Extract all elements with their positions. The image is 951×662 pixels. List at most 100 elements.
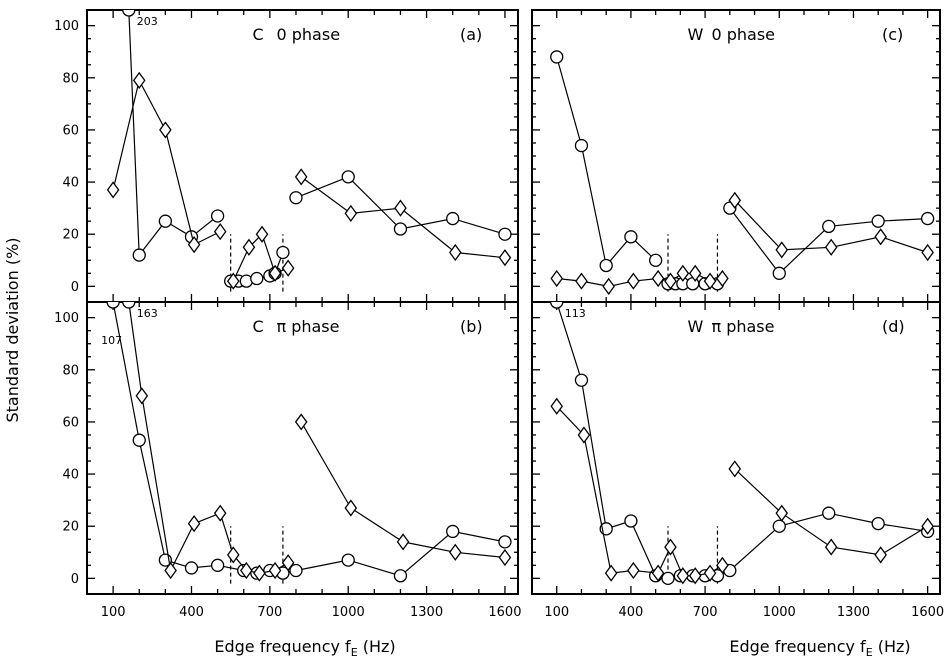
data-point-circle — [250, 271, 264, 286]
x-axis-title-right: Edge frequency fE (Hz) — [729, 637, 910, 659]
data-point-diamond — [344, 499, 358, 517]
panel-frame — [531, 9, 941, 303]
data-point-circle — [276, 245, 290, 260]
data-point-circle — [772, 519, 786, 533]
data-point-diamond — [874, 228, 887, 246]
panel-a: 0 20 40 60 80 100 C 0 phase (a) 203 — [54, 9, 519, 303]
data-point-diamond — [242, 238, 256, 256]
data-point-circle — [289, 191, 303, 205]
offscale-value-label: 107 — [101, 334, 122, 347]
x-tick-label: 1000 — [332, 605, 365, 620]
offscale-marker — [550, 301, 564, 309]
x-axis-title-unit: (Hz) — [873, 637, 911, 656]
y-tick-label: 0 — [71, 280, 79, 295]
panel-title-phase: π phase — [276, 317, 339, 336]
data-point-diamond — [651, 564, 665, 582]
data-point-diamond — [824, 238, 838, 256]
data-point-circle — [574, 373, 589, 387]
x-axis-title-text: Edge frequency f — [214, 637, 351, 656]
x-axis-title-unit: (Hz) — [358, 637, 396, 656]
data-point-diamond — [676, 567, 690, 585]
data-point-circle — [341, 553, 355, 567]
y-tick-label: 80 — [62, 71, 79, 86]
x-tick-label: 1300 — [837, 605, 870, 620]
data-point-diamond — [664, 538, 677, 556]
y-tick-label: 20 — [62, 520, 79, 535]
data-point-diamond — [874, 546, 887, 564]
data-point-diamond — [226, 546, 240, 564]
data-point-circle — [772, 266, 786, 280]
data-point-circle — [822, 219, 836, 234]
data-point-diamond — [716, 556, 729, 574]
data-point-diamond — [550, 397, 564, 415]
data-point-circle — [393, 569, 408, 583]
data-point-diamond — [498, 548, 512, 567]
data-point-diamond — [651, 269, 665, 288]
data-point-diamond — [240, 561, 253, 580]
x-tick-label: 700 — [257, 605, 282, 620]
x-tick-label: 1000 — [763, 605, 796, 620]
data-point-diamond — [716, 269, 729, 288]
data-point-diamond — [824, 538, 838, 556]
y-tick-label: 60 — [62, 415, 79, 430]
data-point-circle — [446, 524, 460, 539]
offscale-value-label: 163 — [137, 307, 158, 320]
panel-title-letter: W — [687, 25, 703, 44]
data-point-diamond — [253, 564, 266, 582]
series-diamond-line — [556, 405, 723, 577]
data-point-circle — [920, 211, 935, 226]
y-tick-label: 100 — [54, 19, 79, 34]
data-point-circle — [184, 561, 199, 575]
series-circle-line — [729, 207, 928, 275]
x-tick-label: 400 — [179, 605, 204, 620]
series-diamond-line — [300, 176, 505, 259]
data-point-circle — [574, 138, 589, 153]
data-point-circle — [498, 535, 512, 549]
panel-label: (c) — [882, 25, 903, 44]
x-tick-label: 1600 — [911, 605, 944, 620]
y-axis-title: Standard deviation (%) — [3, 237, 22, 422]
data-point-circle — [289, 563, 303, 578]
data-point-circle — [599, 258, 613, 273]
data-point-circle — [132, 433, 146, 447]
x-tick-label: 400 — [618, 605, 643, 620]
x-axis-title-subscript: E — [351, 646, 358, 659]
data-point-diamond — [394, 199, 407, 217]
data-point-diamond — [728, 460, 742, 478]
panel-title-letter: C — [252, 25, 263, 44]
data-point-diamond — [281, 554, 295, 572]
x-axis-title-subscript: E — [866, 646, 873, 659]
data-point-diamond — [281, 259, 295, 277]
data-point-diamond — [728, 191, 742, 209]
data-point-circle — [158, 214, 173, 228]
data-point-circle — [210, 209, 225, 223]
data-point-circle — [648, 253, 663, 267]
y-tick-label: 0 — [71, 572, 79, 587]
data-point-diamond — [164, 561, 177, 580]
data-point-diamond — [688, 264, 702, 282]
panel-c: W 0 phase (c) — [531, 9, 941, 303]
data-point-circle — [871, 516, 885, 531]
data-point-circle — [210, 558, 225, 572]
data-point-circle — [822, 506, 836, 520]
data-point-diamond — [226, 272, 240, 290]
data-point-diamond — [775, 504, 789, 522]
data-point-diamond — [132, 71, 146, 89]
data-point-diamond — [213, 223, 227, 241]
panel-title-letter: C — [252, 317, 263, 336]
panel-b: 0 20 40 60 80 100 100 400 700 1000 1300 1600 C π phas… — [54, 301, 521, 620]
data-point-diamond — [294, 168, 308, 186]
panel-title-phase: 0 phase — [276, 25, 340, 44]
data-point-diamond — [602, 277, 615, 295]
data-point-circle — [341, 170, 355, 184]
data-point-diamond — [449, 543, 462, 561]
data-point-diamond — [498, 249, 512, 267]
data-point-diamond — [577, 426, 591, 444]
data-point-diamond — [213, 504, 227, 522]
data-point-diamond — [187, 236, 201, 254]
panel-label: (b) — [460, 317, 483, 336]
data-point-diamond — [604, 564, 618, 582]
data-point-circle — [550, 50, 564, 64]
data-point-diamond — [135, 387, 149, 405]
